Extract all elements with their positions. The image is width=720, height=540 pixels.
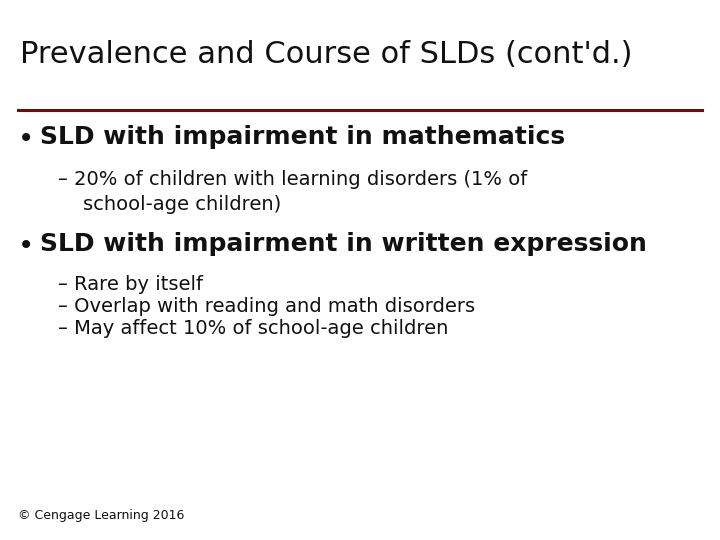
Text: •: •	[18, 125, 35, 153]
Text: – 20% of children with learning disorders (1% of: – 20% of children with learning disorder…	[58, 170, 527, 189]
Text: school-age children): school-age children)	[58, 195, 282, 214]
Text: – Rare by itself: – Rare by itself	[58, 275, 203, 294]
Text: © Cengage Learning 2016: © Cengage Learning 2016	[18, 509, 184, 522]
Text: – May affect 10% of school-age children: – May affect 10% of school-age children	[58, 319, 449, 338]
Text: •: •	[18, 232, 35, 260]
Text: SLD with impairment in mathematics: SLD with impairment in mathematics	[40, 125, 565, 149]
Text: SLD with impairment in written expression: SLD with impairment in written expressio…	[40, 232, 647, 256]
Text: – Overlap with reading and math disorders: – Overlap with reading and math disorder…	[58, 297, 475, 316]
Text: Prevalence and Course of SLDs (cont'd.): Prevalence and Course of SLDs (cont'd.)	[20, 40, 632, 69]
